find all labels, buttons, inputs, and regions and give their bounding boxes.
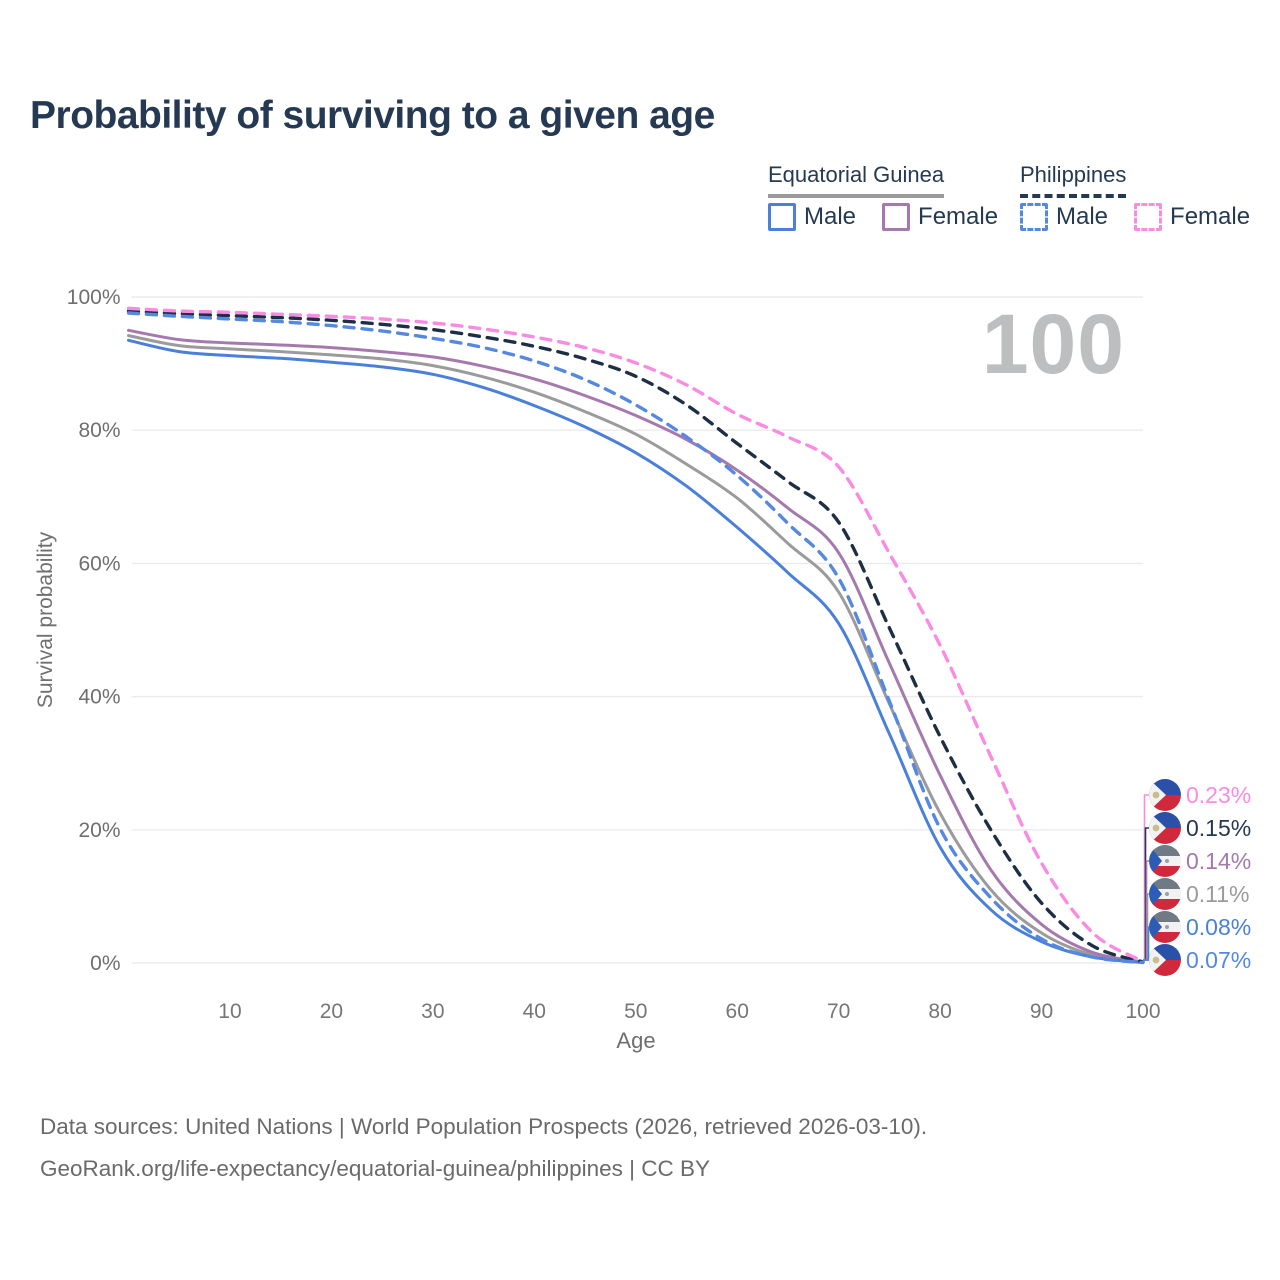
series-line-equatorial-guinea-female[interactable] [127, 328, 1145, 964]
x-tick-label-90: 90 [1030, 1000, 1053, 1023]
x-tick-label-20: 20 [320, 1000, 343, 1023]
legend-label-ph-male: Male [1056, 203, 1109, 230]
x-tick-label-70: 70 [827, 1000, 850, 1023]
legend-item-eg-female[interactable]: Female [882, 203, 998, 231]
legend-label-eg-male: Male [804, 203, 857, 230]
eg-male-line-swatch-icon[interactable] [768, 203, 796, 231]
legend-group-philippines: Philippines [1020, 162, 1127, 198]
legend-item-eg-male[interactable]: Male [768, 203, 856, 231]
ph-female-line-swatch-icon[interactable] [1134, 203, 1163, 231]
x-tick-label-30: 30 [421, 1000, 444, 1023]
footer-line1: Data sources: United Nations | World Pop… [40, 1114, 928, 1139]
x-tick-label-60: 60 [726, 1000, 749, 1023]
x-axis-title: Age [616, 1028, 656, 1053]
y-tick-label-0: 0% [90, 952, 120, 975]
legend-items-philippines: Male Female [1020, 203, 1276, 231]
series-line-equatorial-guinea-both[interactable] [127, 334, 1145, 964]
legend-header-philippines[interactable]: Philippines [1020, 162, 1127, 198]
x-tick-label-10: 10 [218, 1000, 241, 1023]
y-tick-label-40: 40% [78, 686, 120, 709]
x-tick-label-40: 40 [523, 1000, 546, 1023]
footer-line2: GeoRank.org/life-expectancy/equatorial-g… [40, 1156, 710, 1181]
y-tick-label-100: 100% [67, 286, 121, 309]
legend-label-ph-female: Female [1170, 203, 1251, 230]
series-line-philippines-male[interactable] [126, 311, 1145, 965]
y-tick-label-80: 80% [78, 419, 120, 442]
series-line-philippines-both[interactable] [126, 309, 1145, 964]
legend-group-equatorial-guinea: Equatorial Guinea [768, 162, 945, 198]
eg-female-line-swatch-icon[interactable] [882, 203, 911, 231]
y-tick-label-60: 60% [78, 552, 120, 575]
page-title: Probability of surviving to a given age [30, 94, 715, 137]
legend-item-ph-male[interactable]: Male [1020, 203, 1108, 231]
x-tick-label-80: 80 [928, 1000, 951, 1023]
y-tick-label-20: 20% [78, 819, 120, 842]
x-tick-label-50: 50 [624, 1000, 647, 1023]
ph-male-line-swatch-icon[interactable] [1020, 203, 1048, 231]
footer: Data sources: United Nations | World Pop… [40, 1106, 927, 1190]
legend-item-ph-female[interactable]: Female [1134, 203, 1250, 231]
legend-header-equatorial-guinea[interactable]: Equatorial Guinea [768, 162, 945, 198]
legend-items-equatorial-guinea: Male Female [768, 203, 1024, 231]
series-line-equatorial-guinea-male[interactable] [127, 338, 1145, 964]
series-line-philippines-female[interactable] [126, 306, 1145, 964]
watermark-age: 100 [981, 297, 1125, 391]
x-tick-label-100: 100 [1125, 1000, 1160, 1023]
y-axis-title: Survival probability [34, 531, 57, 709]
legend-label-eg-female: Female [918, 203, 999, 230]
